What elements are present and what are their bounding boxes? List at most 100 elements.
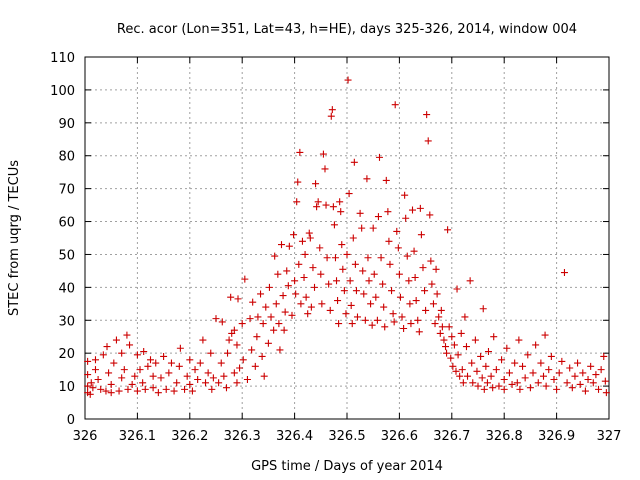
data-point bbox=[149, 384, 157, 392]
data-point bbox=[464, 372, 472, 380]
data-point bbox=[477, 352, 485, 360]
data-point bbox=[194, 376, 202, 384]
data-point bbox=[218, 318, 226, 326]
data-point bbox=[278, 241, 285, 249]
data-point bbox=[426, 211, 434, 219]
data-point bbox=[317, 270, 325, 278]
y-tick-label: 50 bbox=[58, 248, 75, 263]
data-point bbox=[532, 341, 540, 349]
data-point bbox=[601, 377, 609, 385]
data-point bbox=[107, 380, 115, 388]
data-point bbox=[293, 198, 301, 206]
data-point bbox=[297, 300, 305, 308]
data-point bbox=[175, 362, 183, 370]
data-point bbox=[292, 290, 300, 298]
data-point bbox=[424, 137, 432, 145]
data-point bbox=[253, 333, 261, 341]
data-point bbox=[351, 260, 359, 268]
x-tick-label: 326.8 bbox=[486, 429, 523, 444]
data-point bbox=[344, 76, 352, 84]
data-point bbox=[272, 300, 280, 308]
data-point bbox=[519, 362, 527, 370]
data-point bbox=[469, 379, 477, 387]
data-point bbox=[369, 224, 377, 232]
data-point bbox=[360, 290, 368, 298]
data-point bbox=[356, 209, 364, 217]
data-point bbox=[291, 277, 299, 285]
data-point bbox=[186, 356, 194, 364]
data-point bbox=[516, 385, 524, 393]
data-point bbox=[587, 362, 595, 370]
data-point bbox=[589, 379, 597, 387]
data-point bbox=[401, 191, 409, 199]
data-point bbox=[459, 379, 467, 387]
data-point bbox=[410, 247, 418, 255]
data-point bbox=[352, 287, 360, 295]
data-point bbox=[555, 369, 563, 377]
data-point bbox=[204, 369, 212, 377]
data-point bbox=[243, 376, 251, 384]
y-tick-label: 80 bbox=[58, 150, 75, 165]
data-point bbox=[312, 180, 320, 188]
y-tick-label: 20 bbox=[58, 347, 75, 362]
data-point bbox=[417, 231, 425, 239]
data-point bbox=[306, 234, 314, 242]
data-point bbox=[581, 387, 589, 395]
data-point bbox=[436, 329, 444, 337]
data-point bbox=[222, 384, 230, 392]
y-tick-label: 110 bbox=[50, 51, 75, 66]
data-point bbox=[445, 323, 453, 331]
data-point bbox=[438, 323, 446, 331]
data-point bbox=[422, 306, 430, 314]
data-point bbox=[246, 315, 254, 323]
data-point bbox=[406, 300, 414, 308]
data-point bbox=[91, 366, 99, 374]
data-point bbox=[402, 214, 410, 222]
data-point bbox=[592, 371, 600, 379]
data-point bbox=[461, 313, 469, 321]
data-point bbox=[442, 343, 450, 351]
data-point bbox=[284, 282, 292, 290]
data-point bbox=[495, 382, 503, 390]
data-point bbox=[411, 273, 419, 281]
data-point bbox=[107, 389, 115, 397]
data-point bbox=[279, 292, 287, 300]
data-point bbox=[421, 287, 429, 295]
data-point bbox=[345, 190, 353, 198]
data-point bbox=[358, 224, 366, 232]
data-point bbox=[342, 310, 350, 318]
data-point bbox=[403, 252, 411, 260]
data-point bbox=[473, 367, 481, 375]
data-point bbox=[440, 336, 448, 344]
data-point bbox=[281, 308, 289, 316]
data-point bbox=[207, 349, 215, 357]
data-point bbox=[257, 290, 265, 298]
data-point bbox=[157, 374, 165, 382]
data-point bbox=[350, 158, 358, 166]
data-point bbox=[280, 326, 288, 334]
data-point bbox=[547, 352, 555, 360]
data-point bbox=[398, 313, 406, 321]
data-point bbox=[444, 226, 452, 234]
data-point bbox=[294, 178, 302, 186]
data-point bbox=[84, 371, 92, 379]
data-point bbox=[112, 336, 120, 344]
data-point bbox=[576, 380, 584, 388]
data-point bbox=[602, 389, 610, 397]
data-point bbox=[405, 277, 413, 285]
data-point bbox=[335, 320, 343, 328]
data-point bbox=[318, 300, 326, 308]
data-point bbox=[435, 313, 443, 321]
data-point bbox=[458, 366, 466, 374]
data-point bbox=[349, 234, 357, 242]
data-point bbox=[89, 384, 97, 392]
data-point bbox=[230, 326, 238, 334]
y-tick-labels: 0 10 20 30 40 50 60 70 80 90 100 110 bbox=[50, 51, 75, 428]
data-point bbox=[209, 374, 217, 382]
data-point bbox=[339, 265, 347, 273]
data-point bbox=[468, 359, 476, 367]
data-point bbox=[414, 316, 422, 324]
data-point bbox=[347, 301, 355, 309]
data-point bbox=[346, 277, 354, 285]
data-point bbox=[511, 359, 519, 367]
